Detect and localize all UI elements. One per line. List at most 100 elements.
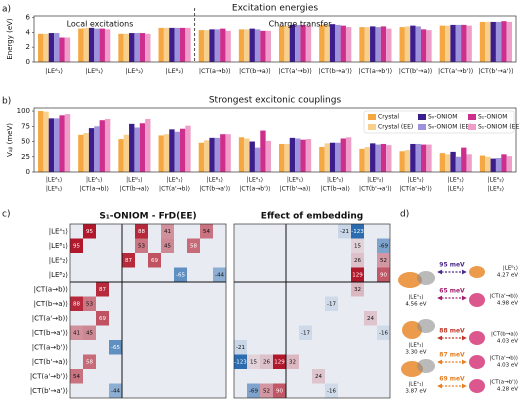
heatmap-cell [213,282,226,297]
cell-label: -69 [249,388,258,394]
heatmap-cell [200,224,213,239]
bar [506,156,512,172]
heatmap-cell [260,253,273,268]
heatmap-cell [96,267,109,282]
heatmap-cell [135,296,148,311]
x-tick-label: |LEᴬ₁⟩ [45,67,63,75]
bar [370,143,376,172]
heatmap-cell [174,369,187,384]
bar [123,134,130,172]
heatmap-cell [122,238,135,253]
heatmap-cell [377,340,390,355]
bar [145,33,151,62]
heatmap-cell [312,282,325,297]
heatmap-cell [377,354,390,369]
coupling-label: 88 meV [439,328,465,335]
bar [220,134,226,172]
cell-label: 26 [263,359,270,365]
bar [99,28,105,62]
bar [455,24,462,62]
legend-swatch [468,114,476,120]
bar [238,29,245,62]
state-label: |CT(b→a)⟩ [491,331,518,338]
heatmap-cell [247,369,260,384]
heatmap-cell [213,224,226,239]
state-energy: 3.30 eV [405,350,426,356]
heatmap-cell [325,224,338,239]
annotation: Charge transfer [269,20,333,29]
heatmap-cell [377,325,390,340]
heatmap-cell [83,238,96,253]
heatmap-cell [122,296,135,311]
bar [445,25,451,62]
heatmap-cell [234,253,247,268]
heatmap-cell [247,238,260,253]
heatmap-cell [70,383,83,398]
bar [265,140,271,172]
heatmap-cell [174,383,187,398]
heatmap-cell [364,340,377,355]
x-tick-label: |CT(b'→a')⟩ [359,186,392,193]
panel-label: b) [2,97,11,107]
bar [59,37,65,62]
heatmap-cell [213,267,226,282]
heatmap-cell [83,311,96,326]
bar [295,138,301,172]
legend-label: S₀-ONIOM [428,114,457,121]
state-energy: 4.03 eV [497,339,518,345]
bar [169,129,175,172]
cell-label: -16 [327,388,336,394]
heatmap-cell [260,238,273,253]
heatmap-cell [200,238,213,253]
heatmap-cell [364,311,377,326]
heatmap-cell [70,238,83,253]
y-tick-label: 75 [21,122,30,130]
cell-label: -17 [301,330,310,336]
heatmap-cell [234,354,247,369]
heatmap-cell [122,354,135,369]
heatmap-cell [286,369,299,384]
heatmap-cell [338,296,351,311]
heatmap-cell [200,354,213,369]
state-energy: 3.87 eV [405,389,426,395]
cell-label: -21 [236,345,245,351]
heatmap-cell [377,296,390,311]
heatmap-cell [161,311,174,326]
cell-label: 53 [86,301,93,307]
x-tick-label: |LEᴮ₁⟩ [207,177,224,184]
heatmap-cell [234,282,247,297]
heatmap-cell [96,340,109,355]
heatmap-cell [286,238,299,253]
legend-swatch [418,114,426,120]
heatmap-cell [135,311,148,326]
bar [59,115,65,172]
bar [284,25,290,62]
legend-label: S₀-ONIOM (EE) [428,124,472,131]
cell-label: 41 [73,330,80,336]
cell-label: 32 [289,359,296,365]
bar [415,26,421,62]
bar [204,30,210,62]
bar [375,144,381,172]
x-tick-label: |CT(a'→b')⟩ [438,67,473,75]
legend-label: S₁-ONIOM (EE) [478,124,520,131]
panel-label: d) [400,210,409,220]
heatmap-cell [234,238,247,253]
heatmap-cell [325,369,338,384]
heatmap-cell [234,369,247,384]
heatmap-cell [312,354,325,369]
heatmap-cell [148,369,161,384]
heatmap-cell [109,267,122,282]
x-tick-label: |CT(a→b')⟩ [239,186,270,193]
heatmap-cell [109,383,122,398]
heatmap-cell [109,253,122,268]
heatmap-cell [135,253,148,268]
bar [461,147,467,172]
bar [410,143,416,172]
x-tick-label: |LEᴬ₂⟩ [488,177,505,184]
heatmap-cell [312,340,325,355]
heatmap-cell [299,340,312,355]
legend-label: S₁-ONIOM [478,114,507,121]
row-label: |LEᴬ₁⟩ [49,227,69,235]
heatmap-cell [174,296,187,311]
